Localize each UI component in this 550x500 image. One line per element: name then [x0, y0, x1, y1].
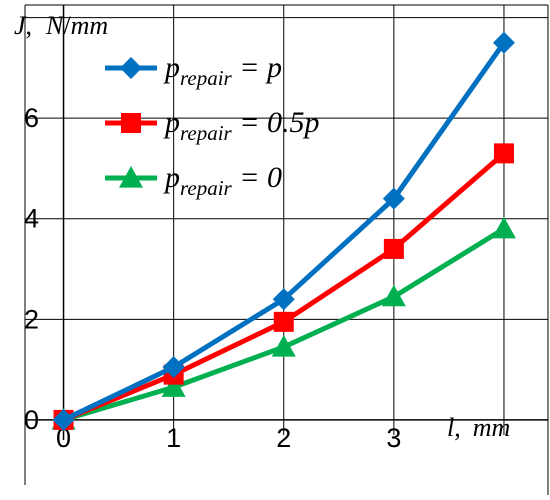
series-3-point-3: [381, 284, 406, 307]
series-2-point-2: [273, 311, 294, 332]
legend-entry-3-main: p: [163, 161, 180, 194]
series-1-point-1: [162, 356, 185, 379]
y-tick-label-4: 4: [24, 204, 39, 234]
y-tick-label-0: 0: [24, 405, 39, 435]
legend-entry-2-marker: [121, 113, 141, 133]
legend-entry-1: prepair = p: [105, 51, 282, 90]
y-tick-label-6: 6: [24, 103, 39, 133]
legend-entry-3-label: prepair = 0: [163, 161, 282, 200]
series-layer: [51, 31, 516, 431]
legend-entry-1-sub: repair: [180, 66, 233, 90]
frame-layer: [24, 4, 549, 495]
legend-entry-2-sub: repair: [180, 121, 233, 145]
series-2-point-4: [493, 143, 514, 164]
series-1-point-3: [382, 187, 405, 210]
legend-entry-2-label: prepair = 0.5p: [163, 106, 319, 145]
legend-entry-3-marker: [119, 166, 143, 188]
y-axis-label-symbol: J: [14, 11, 27, 40]
y-tick-label-2: 2: [24, 304, 39, 334]
series-3-point-2: [271, 334, 296, 357]
legend-entry-3: prepair = 0: [105, 161, 282, 200]
x-axis-label-symbol: l: [447, 413, 454, 442]
x-tick-label-0: 0: [56, 423, 71, 453]
series-1: [52, 31, 515, 431]
series-1-point-2: [272, 288, 295, 311]
legend-entry-2-main: p: [163, 106, 180, 139]
y-axis-label: J, N/mm: [14, 11, 108, 40]
x-tick-label-1: 1: [166, 423, 181, 453]
series-1-point-0: [52, 408, 75, 431]
tick-labels: 0 1 2 3 0 2 4 6: [24, 103, 401, 453]
y-axis-label-comma: ,: [26, 11, 33, 40]
legend-entry-1-label: prepair = p: [163, 51, 282, 90]
grid-layer: [25, 5, 548, 435]
y-axis-label-slash: /: [63, 11, 71, 40]
x-axis-label-unit: mm: [473, 413, 511, 442]
legend-entry-3-sub: repair: [180, 176, 233, 200]
legend-entry-3-rest: = 0: [232, 161, 282, 194]
y-axis-label-unit-n: N: [45, 11, 65, 40]
legend-entry-2: prepair = 0.5p: [105, 106, 319, 145]
series-2-point-3: [383, 238, 404, 259]
series-3-point-4: [491, 216, 516, 239]
x-axis-label-comma: ,: [454, 413, 461, 442]
y-axis-label-unit-mm: mm: [71, 11, 109, 40]
x-tick-label-3: 3: [386, 423, 401, 453]
legend-entry-2-rest: = 0.5p: [232, 106, 320, 139]
legend-entry-1-rest: = p: [232, 51, 282, 84]
x-axis-label: l, mm: [447, 413, 510, 442]
x-tick-label-2: 2: [276, 423, 291, 453]
series-1-point-4: [492, 31, 515, 54]
legend-entry-1-marker: [120, 57, 142, 79]
legend-entry-1-main: p: [163, 51, 180, 84]
series-3-point-1: [161, 375, 186, 397]
